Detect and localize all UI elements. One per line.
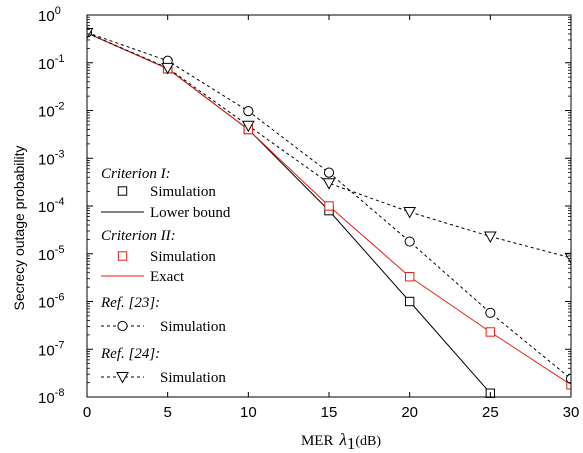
y-tick-exponent: -1 — [55, 53, 65, 65]
series-4-point — [485, 307, 496, 318]
series-5-line — [87, 32, 571, 259]
y-tick-base: 10 — [38, 342, 55, 359]
y-tick-exponent: -5 — [55, 244, 65, 256]
y-tick-label: 10-3 — [38, 148, 64, 168]
x-tick-label: 0 — [83, 404, 91, 421]
legend-heading: Criterion I: — [101, 166, 171, 182]
legend-marker — [117, 186, 128, 196]
x-tick-label: 20 — [401, 404, 418, 421]
legend-label: Simulation — [160, 370, 226, 386]
y-tick-label: 10-2 — [38, 101, 64, 121]
x-tick-label: 30 — [563, 404, 580, 421]
y-tick-exponent: 0 — [55, 5, 61, 17]
legend-label: Simulation — [150, 249, 216, 265]
series-4-point — [323, 167, 335, 178]
y-tick-exponent: -7 — [55, 339, 65, 351]
series-4-point — [565, 373, 571, 384]
x-tick-label: 25 — [482, 404, 499, 421]
y-tick-exponent: -3 — [55, 148, 65, 160]
x-tick-label: 10 — [240, 404, 257, 421]
y-tick-base: 10 — [38, 56, 55, 73]
legend-label: Simulation — [150, 184, 216, 200]
legend-heading: Ref. [24]: — [100, 346, 160, 362]
x-axis-label-symbol: λ — [338, 430, 346, 449]
series-5-point — [322, 178, 336, 190]
series-1-line — [87, 32, 491, 394]
x-axis-label-subscript: 1 — [347, 434, 356, 453]
y-tick-exponent: -6 — [55, 292, 65, 304]
y-tick-exponent: -2 — [55, 101, 65, 113]
y-tick-label: 10-1 — [38, 53, 64, 73]
series-5-point — [241, 120, 255, 133]
legend: Criterion I: Simulation Lower bound Criteri… — [100, 166, 231, 386]
y-tick-label: 10-4 — [38, 196, 64, 216]
legend-marker — [116, 372, 129, 384]
legend-marker — [117, 320, 128, 332]
series-5-point — [87, 27, 94, 40]
x-axis-label-unit: (dB) — [355, 434, 381, 449]
x-tick-label: 15 — [321, 404, 338, 421]
y-tick-base: 10 — [38, 151, 55, 168]
series-2-point — [324, 201, 334, 211]
y-tick-base: 10 — [38, 199, 55, 216]
series-5-point — [403, 206, 417, 219]
x-axis-label: MER λ1(dB) — [301, 430, 381, 453]
legend-marker — [117, 251, 128, 261]
series-2-point — [404, 272, 415, 282]
plot-area — [87, 27, 571, 398]
y-tick-label: 10-7 — [38, 339, 64, 359]
series-4-point — [404, 236, 415, 247]
y-tick-exponent: -8 — [55, 387, 65, 399]
legend-heading: Criterion II: — [101, 228, 176, 244]
series-4-point — [243, 106, 254, 117]
x-axis-label-name: MER — [301, 433, 334, 449]
series-2-point — [485, 327, 496, 337]
y-tick-label: 10-8 — [38, 387, 64, 407]
y-tick-exponent: -4 — [55, 196, 65, 208]
series-0-point — [404, 296, 415, 307]
y-tick-base: 10 — [38, 295, 55, 312]
legend-label: Simulation — [160, 319, 226, 335]
axes: 0 5 10 15 20 25 3010010-110-210-310-410-510-61… — [38, 5, 579, 421]
y-tick-base: 10 — [38, 8, 55, 25]
y-tick-base: 10 — [38, 247, 55, 264]
legend-label: Exact — [150, 269, 185, 285]
legend-heading: Ref. [23]: — [100, 295, 160, 311]
x-tick-label: 5 — [163, 404, 171, 421]
series-5-point — [483, 231, 497, 244]
y-tick-base: 10 — [38, 104, 55, 121]
y-tick-base: 10 — [38, 390, 55, 407]
y-tick-label: 100 — [38, 5, 61, 25]
plot-inner — [87, 27, 571, 398]
y-axis-label: Secrecy outage probability — [11, 146, 27, 311]
legend-label: Lower bound — [150, 205, 231, 221]
y-tick-label: 10-5 — [38, 244, 64, 264]
y-tick-label: 10-6 — [38, 292, 64, 312]
series-5-point — [161, 62, 175, 75]
